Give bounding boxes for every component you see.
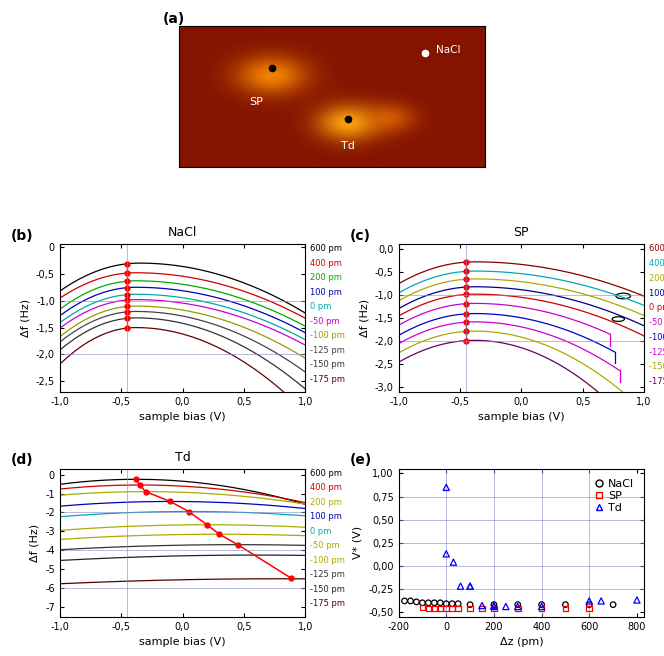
Point [537,603,547,613]
Text: -175 pm: -175 pm [649,377,664,386]
Text: (b): (b) [11,229,33,243]
Text: -50 pm: -50 pm [649,318,664,327]
Text: -100 pm: -100 pm [310,331,345,340]
Point [596,596,606,606]
Point [631,595,642,605]
Text: -125 pm: -125 pm [310,570,345,579]
X-axis label: Δz (pm): Δz (pm) [499,637,543,647]
Point [399,596,410,606]
Text: 0 pm: 0 pm [310,302,331,311]
Text: -150 pm: -150 pm [649,363,664,371]
Text: Td: Td [341,141,355,151]
Point [489,600,499,611]
Point [441,548,452,559]
Point [441,598,452,609]
Text: 100 pm: 100 pm [310,512,342,522]
Title: Td: Td [175,451,191,464]
Point [429,598,440,608]
Point [560,600,571,610]
Point [584,596,594,606]
Text: (c): (c) [349,229,371,243]
Legend: NaCl, SP, Td: NaCl, SP, Td [589,474,639,518]
Text: -150 pm: -150 pm [310,584,345,594]
Point [447,598,457,609]
Point [465,581,475,592]
X-axis label: sample bias (V): sample bias (V) [139,413,226,422]
Text: 400 pm: 400 pm [310,258,342,268]
Text: 200 pm: 200 pm [310,498,342,507]
Point [448,557,459,567]
Point [456,581,466,592]
Text: -50 pm: -50 pm [310,541,340,550]
Text: (a): (a) [163,12,185,26]
Text: (d): (d) [11,453,33,468]
Point [584,603,594,613]
Point [447,603,457,613]
Point [489,600,499,610]
Y-axis label: V* (V): V* (V) [353,526,363,560]
Point [435,598,446,608]
Text: 400 pm: 400 pm [310,483,342,493]
Point [537,602,547,612]
Text: 100 pm: 100 pm [649,289,664,298]
Text: 400 pm: 400 pm [649,259,664,268]
Point [435,603,446,613]
Point [513,602,523,612]
Point [501,602,511,612]
Text: -175 pm: -175 pm [310,599,345,608]
Text: -100 pm: -100 pm [649,333,664,342]
Text: SP: SP [250,97,264,108]
Text: NaCl: NaCl [436,45,461,55]
Point [537,600,547,610]
Point [560,603,571,613]
Text: 200 pm: 200 pm [310,274,342,282]
Text: 200 pm: 200 pm [649,274,664,283]
Point [441,482,452,493]
Point [417,598,428,608]
Text: 0 pm: 0 pm [649,303,664,312]
Text: -125 pm: -125 pm [649,348,664,357]
Point [453,598,463,609]
Text: -125 pm: -125 pm [310,346,345,355]
Point [513,600,523,610]
Point [489,603,499,613]
Text: (e): (e) [349,453,372,468]
Point [417,602,428,613]
Point [465,581,475,592]
Point [513,603,523,613]
Point [465,600,475,610]
Point [608,600,618,610]
X-axis label: sample bias (V): sample bias (V) [478,413,564,422]
Point [489,602,499,612]
Point [411,596,422,607]
Point [477,603,487,613]
Text: 600 pm: 600 pm [310,469,342,478]
Text: -150 pm: -150 pm [310,360,345,369]
Point [584,600,594,610]
Text: -100 pm: -100 pm [310,556,345,565]
Text: -175 pm: -175 pm [310,375,345,384]
Text: 0 pm: 0 pm [310,527,331,536]
X-axis label: sample bias (V): sample bias (V) [139,637,226,647]
Text: 600 pm: 600 pm [310,244,342,253]
Text: -50 pm: -50 pm [310,317,340,325]
Y-axis label: Δf (Hz): Δf (Hz) [359,299,369,337]
Point [429,603,440,613]
Text: 100 pm: 100 pm [310,288,342,297]
Y-axis label: Δf (Hz): Δf (Hz) [20,299,31,337]
Text: 600 pm: 600 pm [649,244,664,253]
Title: SP: SP [513,226,529,239]
Point [465,603,475,613]
Point [453,603,463,613]
Point [477,600,487,611]
Point [423,598,434,608]
Point [441,603,452,613]
Y-axis label: Δf (Hz): Δf (Hz) [30,523,40,562]
Point [423,603,434,613]
Point [405,596,416,606]
Title: NaCl: NaCl [168,226,197,239]
